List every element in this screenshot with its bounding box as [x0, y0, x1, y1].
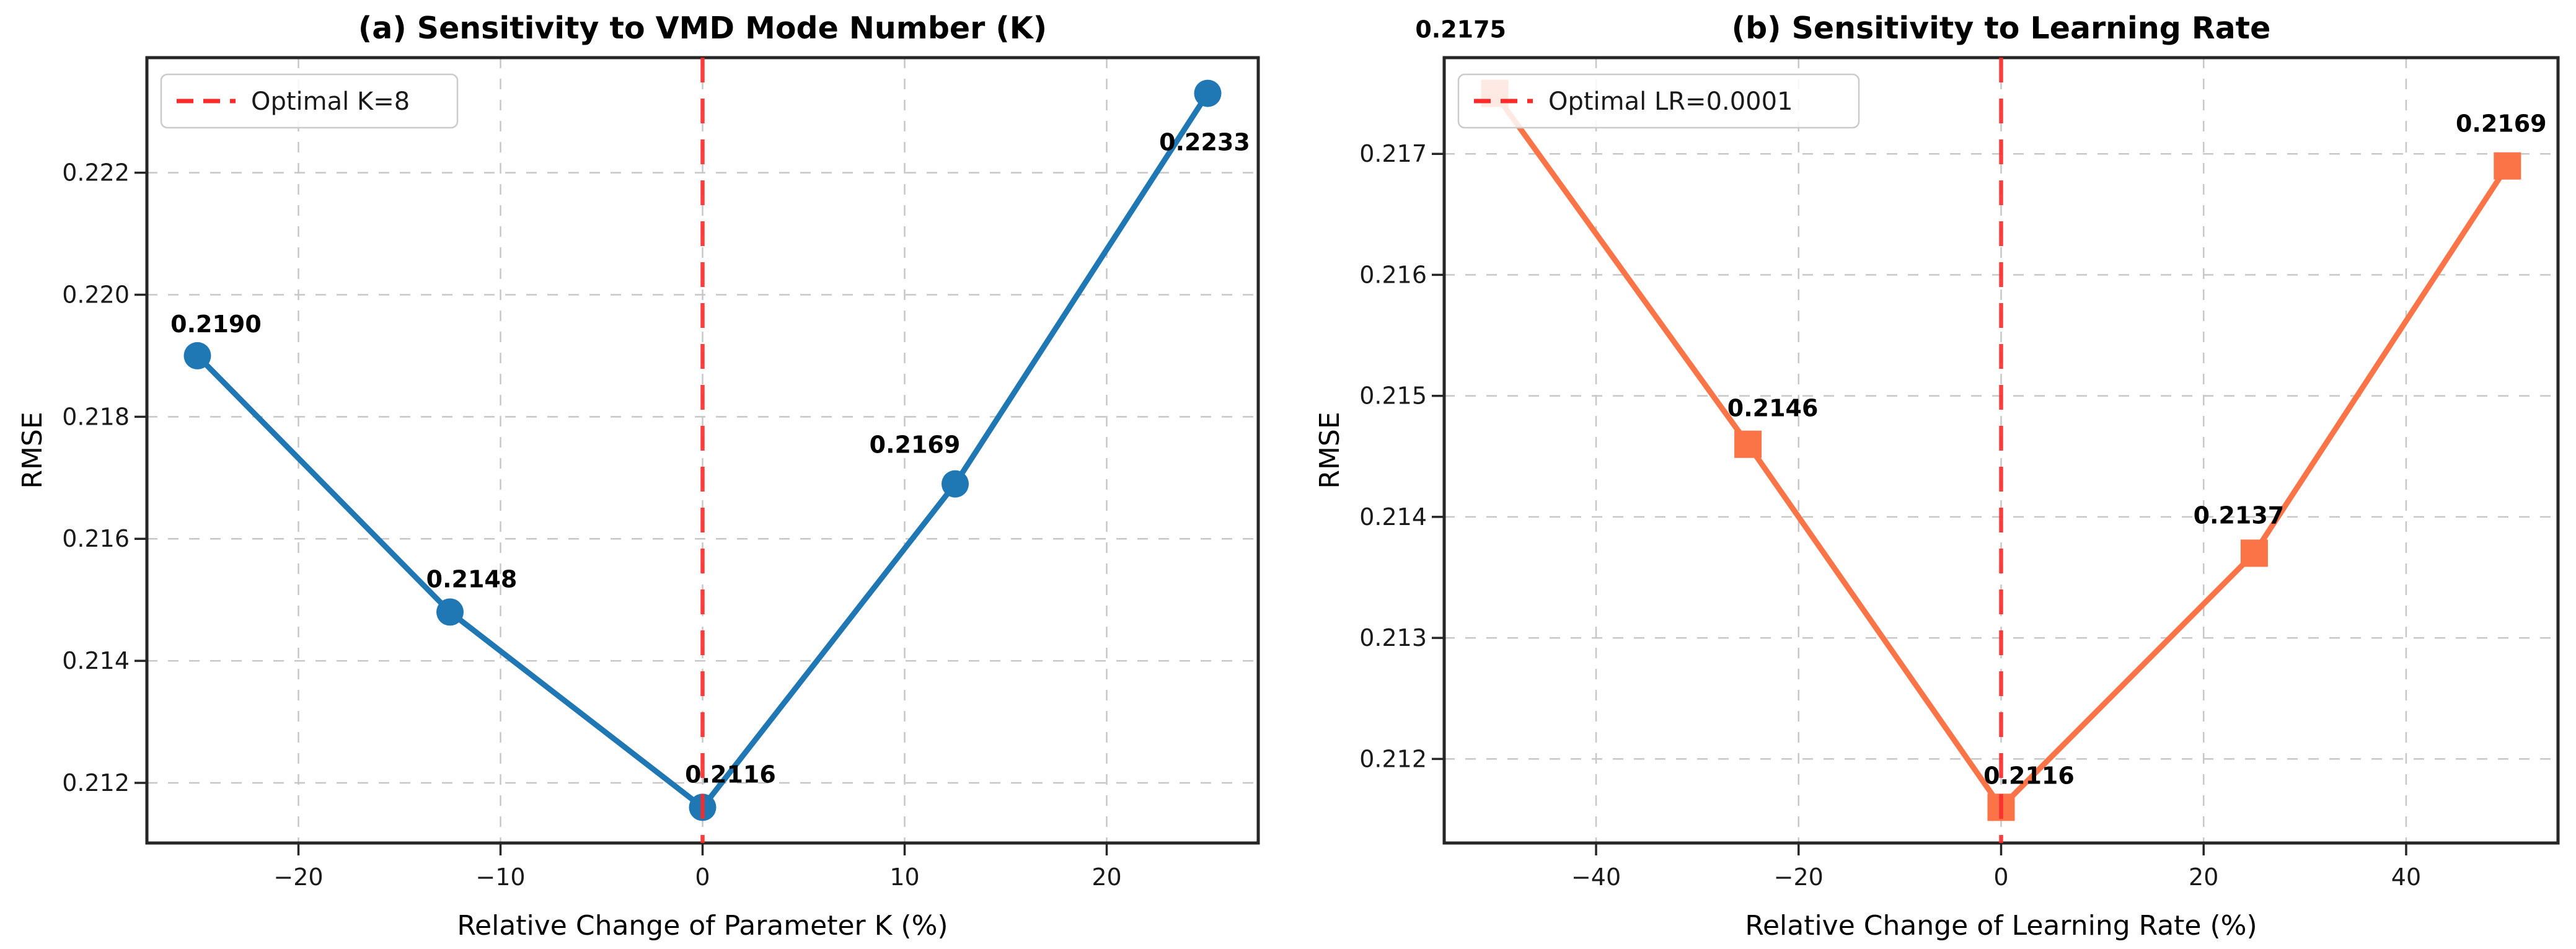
x-tick-label: −20: [273, 863, 323, 891]
data-point-label: 0.2233: [1159, 129, 1250, 156]
y-tick-label: 0.212: [1359, 745, 1427, 772]
data-point-marker: [942, 470, 969, 498]
chart-title-b: (b) Sensitivity to Learning Rate: [1731, 11, 2271, 46]
data-point-label: 0.2190: [170, 311, 262, 338]
x-tick-label: 20: [1092, 863, 1121, 891]
data-point-label: 0.2169: [2456, 110, 2547, 138]
x-tick-label: 0: [1993, 863, 2008, 891]
data-point-marker: [436, 598, 464, 626]
x-tick-label: −40: [1571, 863, 1621, 891]
y-tick-label: 0.216: [1359, 261, 1427, 288]
legend-label: Optimal K=8: [251, 87, 410, 116]
x-tick-label: 40: [2391, 863, 2421, 891]
data-point-marker: [2240, 539, 2268, 567]
x-axis-label: Relative Change of Parameter K (%): [457, 910, 948, 942]
data-point-marker: [1734, 430, 1762, 458]
x-tick-label: 0: [695, 863, 710, 891]
data-point-label: 0.2146: [1727, 395, 1819, 422]
legend-box: [160, 73, 459, 129]
y-tick-label: 0.218: [62, 403, 130, 430]
y-axis-label: RMSE: [1314, 412, 1346, 488]
subplot-lr-sensitivity: −40 −20 0 20 40 0.212 0.213 0.214 0.215 0.216 0.21…: [1288, 0, 2576, 949]
lr-sensitivity-chart: −40 −20 0 20 40 0.212 0.213 0.214 0.215 0.216 0.21…: [1314, 16, 2560, 942]
chart-title-a: (a) Sensitivity to VMD Mode Number (K): [358, 11, 1048, 46]
x-axis-label: Relative Change of Learning Rate (%): [1745, 910, 2257, 942]
data-point-label: 0.2116: [1983, 762, 2075, 789]
x-tick-label: 20: [2189, 863, 2218, 891]
y-tick-label: 0.220: [62, 281, 130, 308]
legend-box: [1457, 73, 1860, 129]
y-axis-label: RMSE: [17, 412, 48, 488]
y-tick-label: 0.212: [62, 769, 130, 797]
data-point-label: 0.2116: [685, 761, 776, 788]
y-tick-label: 0.214: [62, 647, 130, 674]
k-sensitivity-chart: −20 −10 0 10 20 0.212 0.214 0.216 0.218 0.220 0.22…: [17, 56, 1260, 942]
legend: Optimal LR=0.0001: [1457, 73, 1860, 129]
y-tick-label: 0.222: [62, 159, 130, 187]
y-tick-label: 0.217: [1359, 140, 1427, 167]
data-point-label: 0.2137: [2194, 501, 2285, 529]
y-tick-label: 0.215: [1359, 382, 1427, 410]
data-point-label: 0.2148: [426, 565, 518, 593]
subplot-k-sensitivity: −20 −10 0 10 20 0.212 0.214 0.216 0.218 0.220 0.22…: [17, 11, 1260, 942]
data-point-marker: [2494, 152, 2521, 180]
y-tick-label: 0.214: [1359, 503, 1427, 531]
y-tick-label: 0.216: [62, 525, 130, 552]
x-tick-label: 10: [889, 863, 919, 891]
data-point-label: 0.2175: [1415, 16, 1506, 43]
legend-label: Optimal LR=0.0001: [1548, 87, 1793, 116]
data-point-marker: [1194, 79, 1222, 107]
data-point-label: 0.2169: [870, 431, 961, 459]
x-tick-label: −10: [475, 863, 525, 891]
x-tick-label: −20: [1774, 863, 1824, 891]
legend: Optimal K=8: [160, 73, 459, 129]
y-tick-label: 0.213: [1359, 624, 1427, 651]
data-point-marker: [183, 342, 211, 369]
